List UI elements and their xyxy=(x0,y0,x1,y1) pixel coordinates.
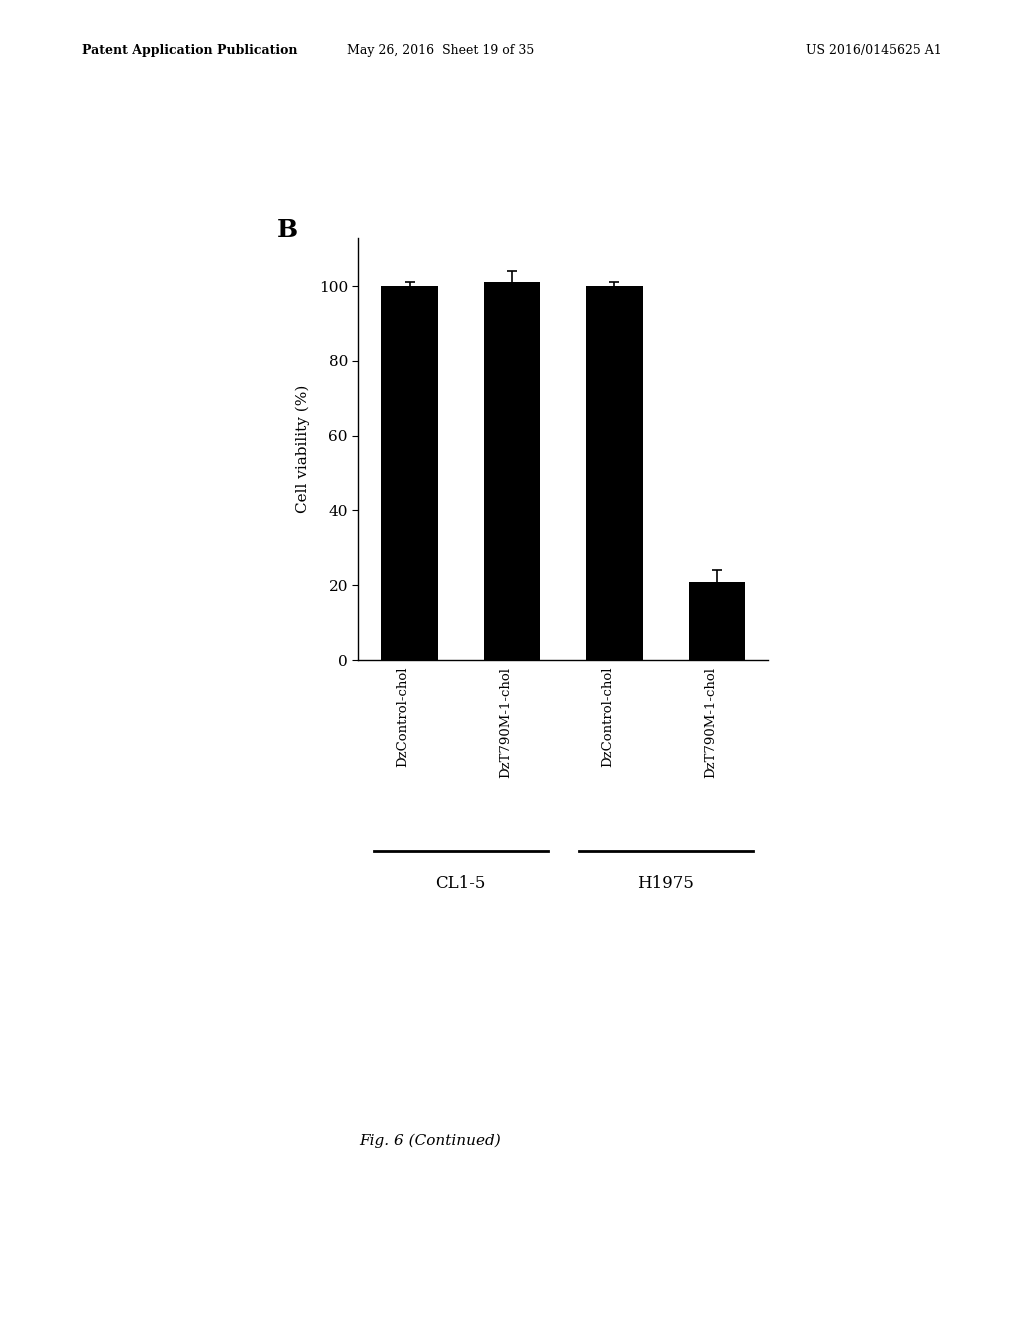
Bar xyxy=(381,286,437,660)
Text: Patent Application Publication: Patent Application Publication xyxy=(82,44,297,57)
Text: Fig. 6 (Continued): Fig. 6 (Continued) xyxy=(359,1134,501,1148)
Text: H1975: H1975 xyxy=(637,875,694,892)
Text: DzT790M-1-chol: DzT790M-1-chol xyxy=(499,667,512,777)
Text: US 2016/0145625 A1: US 2016/0145625 A1 xyxy=(806,44,942,57)
Text: May 26, 2016  Sheet 19 of 35: May 26, 2016 Sheet 19 of 35 xyxy=(347,44,534,57)
Bar xyxy=(483,282,541,660)
Text: DzControl-chol: DzControl-chol xyxy=(601,667,614,767)
Text: B: B xyxy=(276,218,298,242)
Text: DzT790M-1-chol: DzT790M-1-chol xyxy=(703,667,717,777)
Text: CL1-5: CL1-5 xyxy=(435,875,486,892)
Y-axis label: Cell viability (%): Cell viability (%) xyxy=(296,384,310,513)
Bar xyxy=(586,286,643,660)
Text: DzControl-chol: DzControl-chol xyxy=(396,667,410,767)
Bar xyxy=(688,582,745,660)
